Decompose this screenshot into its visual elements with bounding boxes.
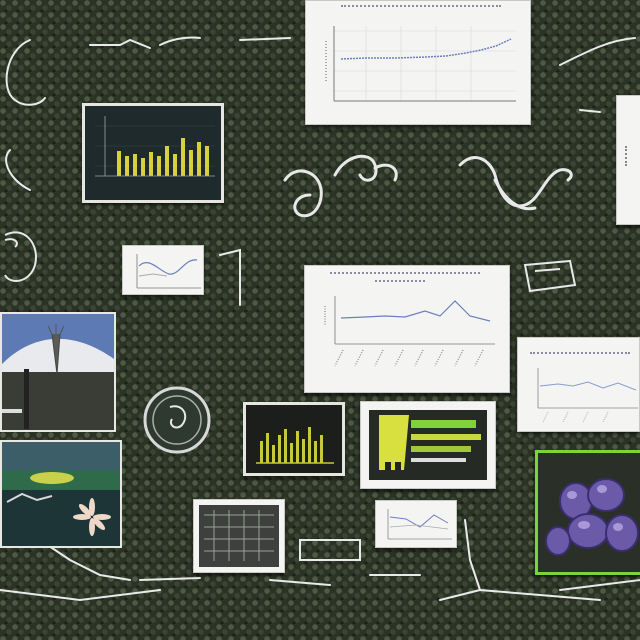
- round-dial-badge: [143, 386, 211, 454]
- ring-icon: [523, 259, 577, 293]
- grid-icon: [199, 505, 279, 567]
- wide-line-chart-card: [304, 265, 510, 393]
- bar-chart-icon: [256, 427, 334, 464]
- line-chart-icon: [324, 296, 495, 367]
- top-line-chart-card: [305, 0, 531, 125]
- loop-icon: [4, 231, 37, 282]
- yellow-bar-chart-panel: [82, 103, 224, 203]
- yellow-grass-panel: [243, 402, 345, 476]
- yellow-green-panel: [360, 401, 496, 489]
- landscape-photo: [0, 312, 116, 432]
- field-photo: [0, 440, 122, 548]
- small-line-chart-card: [122, 245, 204, 295]
- right-line-chart-card: [517, 337, 640, 432]
- purple-blob-photo: [535, 450, 640, 575]
- line-chart-icon: [325, 26, 516, 102]
- line-chart-icon: [387, 509, 452, 540]
- swirl-icon: [283, 154, 398, 218]
- abstract-chart-icon: [369, 410, 487, 480]
- line-chart-icon: [136, 254, 201, 289]
- grid-screenshot-card: [193, 499, 285, 573]
- right-edge-card: [616, 95, 640, 225]
- mini-chart-card: [375, 500, 457, 548]
- bar-chart-icon: [85, 106, 221, 200]
- line-chart-icon: [537, 368, 638, 423]
- wave-icon: [458, 156, 573, 211]
